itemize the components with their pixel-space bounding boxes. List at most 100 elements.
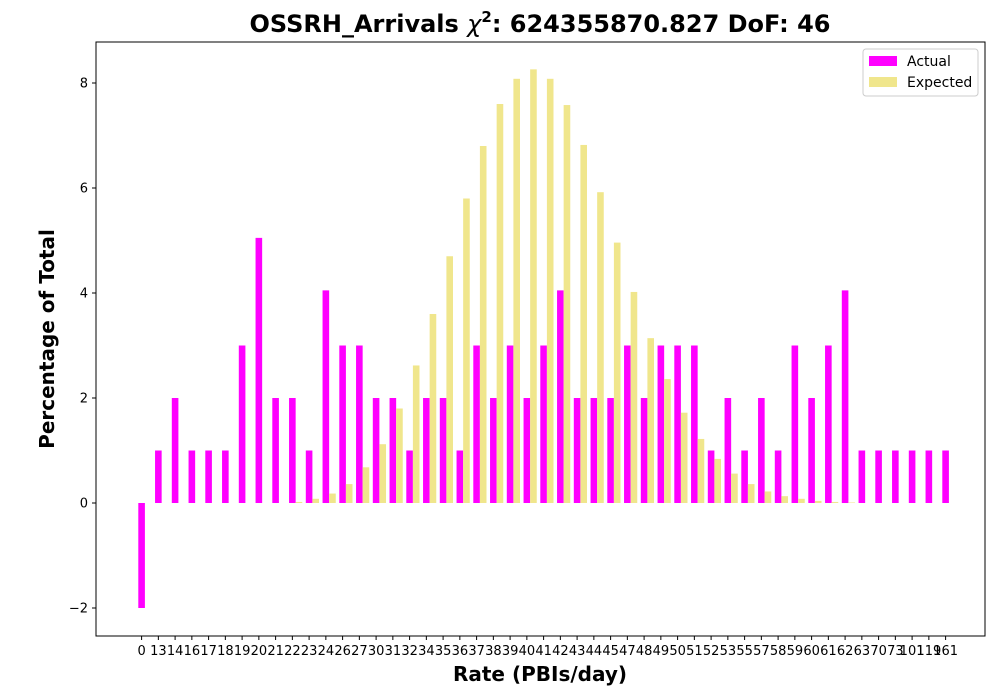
- x-tick-label: 27: [351, 644, 368, 659]
- bar-expected-47: [630, 291, 638, 503]
- bar-expected-37: [479, 146, 487, 503]
- bar-actual-52: [707, 450, 715, 503]
- x-tick-label: 32: [401, 644, 418, 659]
- bar-expected-53: [731, 473, 738, 503]
- x-tick-label: 45: [602, 644, 619, 659]
- bar-actual-32: [406, 450, 413, 503]
- bar-actual-57: [758, 398, 765, 503]
- legend-label-actual: Actual: [907, 54, 951, 70]
- bar-expected-40: [530, 69, 537, 503]
- bar-actual-22: [289, 398, 296, 503]
- bar-expected-36: [463, 198, 470, 503]
- x-tick-label: 52: [703, 644, 720, 659]
- x-tick-label: 24: [318, 644, 335, 659]
- bar-expected-52: [714, 458, 721, 503]
- bar-actual-31: [389, 398, 397, 503]
- x-tick-label: 101: [900, 644, 925, 659]
- x-tick-label: 61: [820, 644, 837, 659]
- x-tick-label: 19: [234, 644, 251, 659]
- x-tick-label: 39: [502, 644, 519, 659]
- bar-expected-23: [312, 498, 319, 503]
- y-tick-label: −2: [69, 602, 88, 617]
- x-tick-label: 73: [887, 644, 904, 659]
- x-tick-label: 16: [184, 644, 201, 659]
- bar-actual-20: [255, 237, 263, 504]
- x-tick-label: 44: [586, 644, 603, 659]
- x-tick-label: 48: [636, 644, 653, 659]
- bar-actual-45: [607, 398, 614, 503]
- bar-actual-48: [640, 398, 648, 503]
- x-tick-label: 62: [837, 644, 854, 659]
- bar-actual-19: [238, 345, 246, 503]
- bar-actual-41: [540, 345, 547, 503]
- bar-actual-59: [791, 345, 799, 503]
- bar-expected-57: [764, 491, 772, 503]
- bar-expected-30: [379, 444, 386, 503]
- x-tick-label: 17: [200, 644, 217, 659]
- y-tick-label: 4: [80, 287, 88, 302]
- bar-expected-31: [396, 408, 403, 503]
- x-tick-label: 36: [452, 644, 469, 659]
- bar-actual-0: [138, 503, 145, 608]
- x-tick-label: 13: [150, 644, 167, 659]
- bar-actual-62: [841, 290, 849, 504]
- bar-actual-27: [356, 345, 363, 503]
- y-tick-label: 0: [80, 497, 88, 512]
- bar-actual-43: [573, 398, 581, 503]
- x-tick-label: 23: [301, 644, 318, 659]
- bar-expected-39: [513, 78, 520, 504]
- bar-actual-38: [490, 398, 497, 503]
- bar-expected-27: [362, 467, 370, 503]
- chart-title: OSSRH_Arrivals χ2: 624355870.827 DoF: 46: [250, 8, 831, 38]
- bar-expected-58: [781, 496, 788, 503]
- bar-actual-14: [171, 398, 179, 503]
- bar-expected-50: [680, 412, 688, 503]
- bar-actual-35: [439, 398, 447, 503]
- bar-expected-35: [446, 256, 453, 503]
- bar-expected-48: [647, 338, 654, 503]
- bar-actual-34: [423, 398, 430, 503]
- bar-actual-37: [473, 345, 480, 503]
- bar-actual-60: [808, 398, 815, 503]
- bar-actual-49: [657, 345, 665, 503]
- bar-expected-45: [613, 242, 621, 503]
- x-tick-label: 38: [485, 644, 502, 659]
- bar-expected-42: [563, 105, 571, 504]
- bar-expected-22: [295, 501, 303, 503]
- bar-expected-26: [345, 484, 353, 503]
- y-tick-label: 6: [80, 182, 88, 197]
- legend-swatch-expected: [869, 77, 897, 87]
- x-tick-label: 21: [267, 644, 284, 659]
- y-axis-label: Percentage of Total: [35, 229, 59, 449]
- y-tick-label: 2: [80, 392, 88, 407]
- x-tick-label: 47: [619, 644, 636, 659]
- x-tick-label: 0: [137, 644, 145, 659]
- bar-expected-59: [798, 498, 805, 503]
- bar-actual-73: [892, 450, 899, 503]
- x-tick-label: 119: [916, 644, 941, 659]
- x-tick-label: 22: [284, 644, 301, 659]
- bar-actual-23: [305, 450, 313, 503]
- bar-actual-17: [205, 450, 212, 503]
- y-axis-ticks: −2 0 2 4 6 8: [69, 77, 96, 617]
- x-tick-label: 41: [535, 644, 552, 659]
- legend-label-expected: Expected: [907, 75, 972, 91]
- x-tick-label: 34: [418, 644, 435, 659]
- bar-expected-55: [747, 484, 755, 503]
- bar-expected-41: [546, 78, 554, 504]
- x-tick-label: 51: [686, 644, 703, 659]
- x-tick-label: 42: [552, 644, 569, 659]
- bar-actual-44: [590, 398, 598, 503]
- x-tick-label: 30: [368, 644, 385, 659]
- x-tick-label: 55: [736, 644, 753, 659]
- bar-actual-26: [339, 345, 346, 503]
- bar-actual-18: [222, 450, 229, 503]
- x-tick-label: 58: [770, 644, 787, 659]
- x-tick-label: 35: [435, 644, 452, 659]
- bar-expected-49: [664, 379, 671, 503]
- bar-actual-55: [741, 450, 748, 503]
- bar-actual-101: [908, 450, 916, 503]
- x-tick-label: 37: [468, 644, 485, 659]
- legend: Actual Expected: [862, 48, 979, 97]
- bar-actual-51: [691, 345, 698, 503]
